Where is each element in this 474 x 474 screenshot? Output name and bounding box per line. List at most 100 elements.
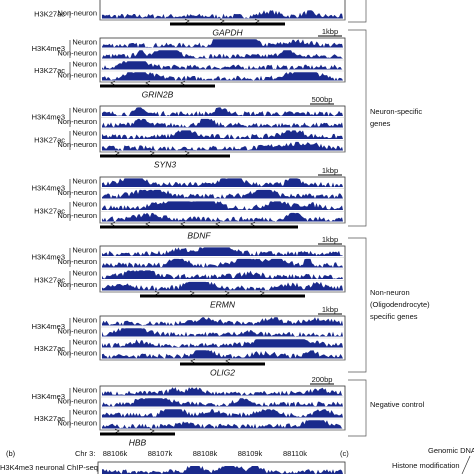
signal-track [102, 118, 343, 128]
row-label: Neuron [72, 407, 97, 416]
group-label: specific genes [370, 312, 418, 321]
mark-label: H3K27ac [34, 275, 65, 284]
gene-arrow [224, 290, 230, 296]
row-label: Neuron [72, 177, 97, 186]
gene-arrow [145, 221, 151, 227]
coordinate-tick: 88109k [238, 449, 263, 458]
signal-track [102, 398, 343, 407]
mark-label: H3K4me3 [32, 322, 65, 331]
mark-label: H3K27ac [34, 135, 65, 144]
signal-track [102, 130, 343, 139]
gene-arrow [154, 290, 160, 296]
signal-track [102, 61, 343, 70]
mark-label: H3K27ac [34, 344, 65, 353]
signal-track [102, 317, 343, 326]
legend-label: Histone modification [392, 461, 460, 470]
row-label: Non-neuron [57, 8, 97, 17]
signal-track [102, 387, 343, 396]
gene-arrow [250, 221, 256, 227]
scale-label: 500bp [312, 95, 333, 104]
signal-track [102, 328, 343, 337]
group-label: Neuron-specific [370, 107, 422, 116]
gene-arrow [180, 80, 186, 86]
gene-arrow [149, 428, 155, 434]
row-label: Non-neuron [57, 211, 97, 220]
gene-name: GRIN2B [142, 89, 174, 99]
gene-arrow [180, 221, 186, 227]
row-label: Neuron [72, 269, 97, 278]
mark-label: H3K4me3 [32, 44, 65, 53]
signal-track [102, 201, 343, 210]
track-box [97, 461, 346, 474]
row-label: Neuron [72, 337, 97, 346]
group-label: (Oligodendrocyte) [370, 300, 430, 309]
mark-label: H3K27ac [34, 66, 65, 75]
gene-arrow [114, 428, 120, 434]
signal-track [102, 466, 343, 474]
signal-track [102, 281, 343, 291]
row-label: Non-neuron [57, 70, 97, 79]
mark-label: H3K4me3 [32, 183, 65, 192]
row-label: Neuron [72, 106, 97, 115]
signal-track [102, 409, 343, 418]
group-label: genes [370, 119, 391, 128]
group-bracket [348, 237, 367, 373]
gene-arrow [184, 18, 190, 24]
row-label: Non-neuron [57, 48, 97, 57]
panel-label: (c) [340, 449, 349, 458]
row-label: Non-neuron [57, 396, 97, 405]
row-label: Non-neuron [57, 280, 97, 289]
gene-arrow [190, 358, 196, 364]
group-label: Non-neuron [370, 288, 410, 297]
gene-arrow [114, 150, 120, 156]
row-label: Non-neuron [57, 140, 97, 149]
gene-arrow [189, 290, 195, 296]
row-label: Non-neuron [57, 348, 97, 357]
scale-label: 200bp [312, 375, 333, 384]
row-label: Neuron [72, 200, 97, 209]
track-label: H3K4me3 neuronal ChIP-seq [0, 463, 98, 472]
group-bracket [348, 0, 367, 23]
signal-track [102, 420, 343, 429]
legend-label: Genomic DNA [428, 446, 474, 455]
row-label: Neuron [72, 37, 97, 46]
gene-name: HBB [129, 437, 147, 447]
mark-label: H3K4me3 [32, 252, 65, 261]
gene-arrow [219, 18, 225, 24]
gene-arrow [110, 221, 116, 227]
row-label: Non-neuron [57, 188, 97, 197]
signal-track [102, 350, 343, 359]
mark-label: H3K4me3 [32, 392, 65, 401]
gene-name: OLIG2 [210, 367, 235, 377]
gene-arrow [110, 80, 116, 86]
scale-label: 1kbp [322, 166, 338, 175]
gene-name: SYN3 [154, 159, 176, 169]
signal-track [102, 72, 343, 81]
scale-label: 1kbp [322, 27, 338, 36]
mark-label: H3K4me3 [32, 112, 65, 121]
gene-arrow [225, 358, 231, 364]
scale-label: 1kbp [322, 305, 338, 314]
gene-arrow [145, 80, 151, 86]
signal-track [102, 339, 343, 348]
signal-track [102, 50, 343, 59]
signal-track [102, 39, 343, 48]
group-bracket [348, 29, 367, 227]
row-label: Neuron [72, 129, 97, 138]
signal-track [102, 107, 343, 116]
signal-track [102, 178, 343, 187]
gene-arrow [149, 150, 155, 156]
row-label: Neuron [72, 385, 97, 394]
gene-name: GAPDH [212, 27, 243, 37]
row-label: Non-neuron [57, 418, 97, 427]
gene-name: ERMN [210, 299, 236, 309]
signal-track [102, 247, 343, 256]
signal-track [102, 10, 343, 19]
row-label: Non-neuron [57, 117, 97, 126]
row-label: Neuron [72, 315, 97, 324]
signal-track [102, 258, 343, 268]
gene-name: BDNF [187, 230, 211, 240]
mark-label: H3K27ac [34, 9, 65, 18]
group-bracket [348, 379, 367, 437]
